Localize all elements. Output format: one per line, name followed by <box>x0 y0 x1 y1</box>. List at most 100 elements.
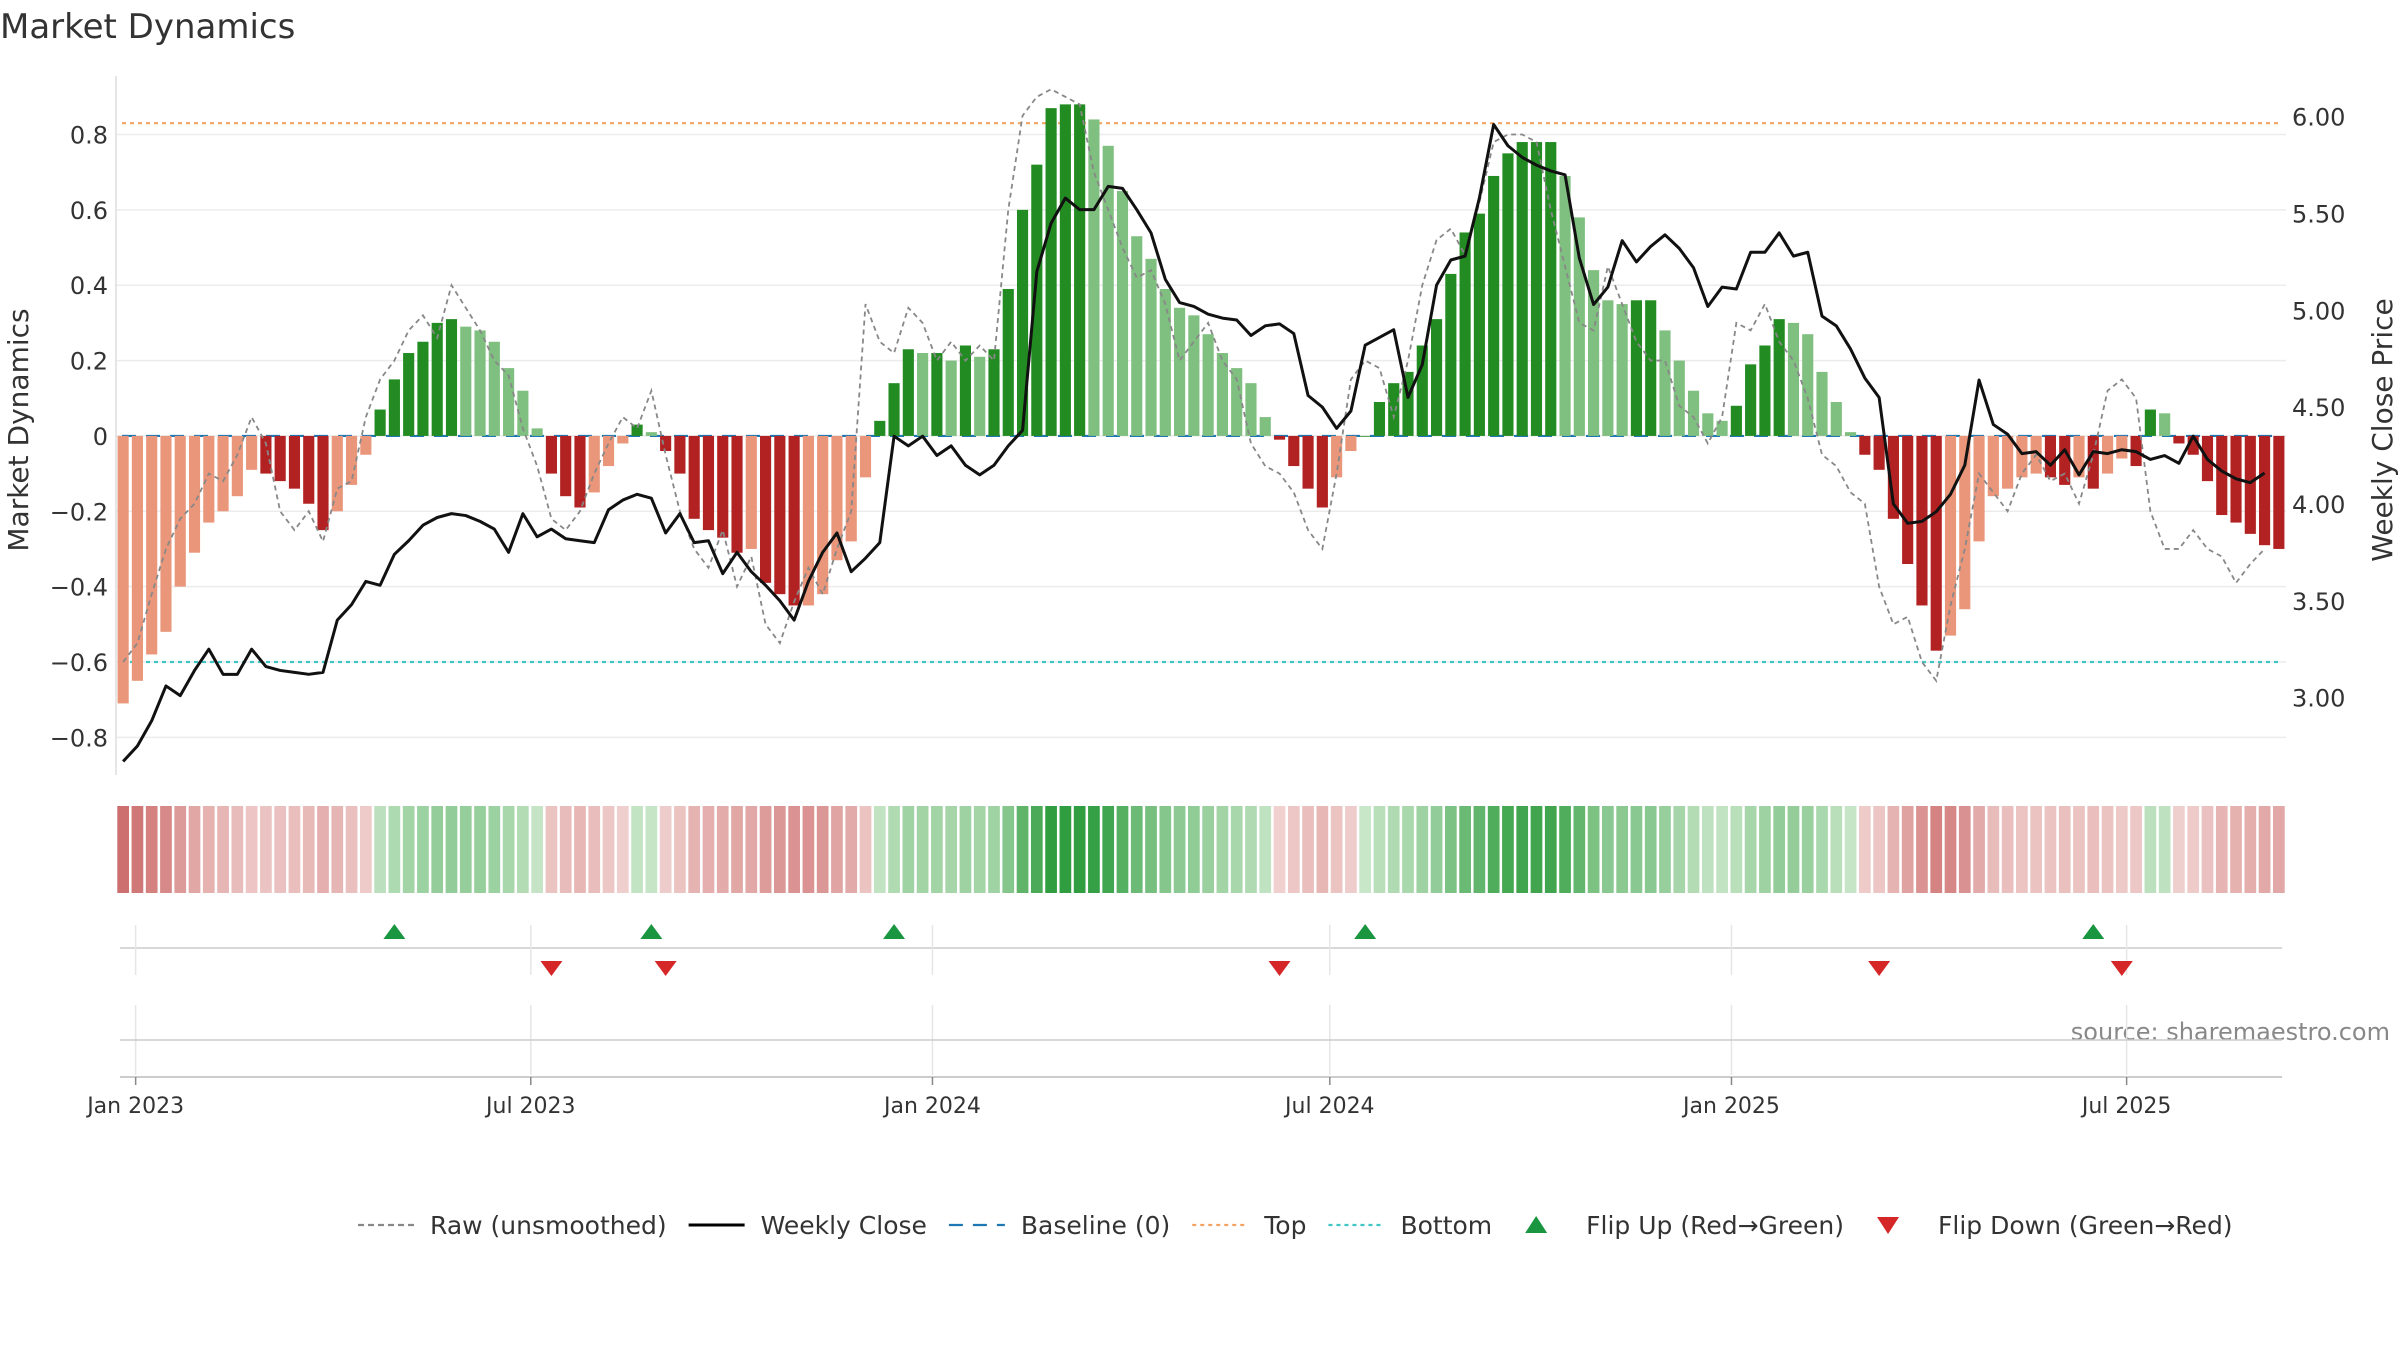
dynamics-bar <box>2159 413 2171 436</box>
dynamics-bar <box>645 432 657 436</box>
heat-cell <box>688 806 701 893</box>
heat-cell <box>1173 806 1186 893</box>
dynamics-bar <box>1845 432 1857 436</box>
heat-cell <box>759 806 772 893</box>
y-left-tick-label: 0.8 <box>70 122 108 150</box>
heat-cell <box>2044 806 2057 893</box>
dynamics-bar <box>831 435 843 561</box>
heat-cell <box>1444 806 1457 893</box>
heat-cell <box>631 806 643 893</box>
heat-cell <box>131 806 144 893</box>
dynamics-bar <box>2187 435 2199 455</box>
heat-cell <box>545 806 558 893</box>
dynamics-bar <box>2016 435 2028 478</box>
heat-cell <box>217 806 229 893</box>
flip-up-marker <box>640 924 663 939</box>
flip-up-marker <box>883 924 906 939</box>
heat-cell <box>1973 806 1985 893</box>
dynamics-bar <box>1830 402 1842 436</box>
dynamics-bar <box>345 435 358 485</box>
heat-cell <box>1573 806 1586 893</box>
dynamics-bar <box>2087 435 2099 489</box>
dynamics-bar <box>1516 142 1528 436</box>
dynamics-bar <box>274 435 286 482</box>
heat-cell <box>1916 806 1928 893</box>
heat-cell <box>1744 806 1757 893</box>
heat-cell <box>1701 806 1714 893</box>
heat-cell <box>1145 806 1157 893</box>
dynamics-bar <box>403 353 415 436</box>
heat-cell <box>388 806 401 893</box>
dynamics-bar <box>602 435 615 467</box>
dynamics-bar <box>2244 435 2256 534</box>
heat-cell <box>474 806 486 893</box>
heat-cell <box>2073 806 2085 893</box>
heat-cell <box>1987 806 2000 893</box>
dynamics-bar <box>1045 108 1057 436</box>
heat-cell <box>1901 806 1914 893</box>
heat-cell <box>1858 806 1871 893</box>
heat-cell <box>1559 806 1571 893</box>
dynamics-bar <box>1659 330 1671 436</box>
legend-swatch <box>1877 1217 1900 1234</box>
heat-cell <box>973 806 986 893</box>
heat-cell <box>1345 806 1357 893</box>
dynamics-bar <box>1859 435 1871 455</box>
heat-cell <box>2230 806 2242 893</box>
heat-cell <box>531 806 544 893</box>
dynamics-bar <box>2273 435 2285 549</box>
dynamics-bar <box>574 435 586 508</box>
heat-cell <box>1487 806 1500 893</box>
flip-down-marker <box>540 961 563 976</box>
dynamics-bar <box>1273 435 1286 440</box>
heat-cell <box>1759 806 1771 893</box>
dynamics-bar <box>2144 409 2156 436</box>
heat-cell <box>402 806 415 893</box>
heat-cell <box>988 806 1000 893</box>
heat-cell <box>245 806 258 893</box>
heat-cell <box>616 806 629 893</box>
dynamics-bar <box>1116 191 1129 436</box>
heat-cell <box>431 806 444 893</box>
heat-cell <box>2215 806 2228 893</box>
dynamics-bar <box>131 435 143 681</box>
dynamics-bar <box>888 383 900 436</box>
heat-cell <box>1644 806 1657 893</box>
heat-cell <box>1516 806 1529 893</box>
heat-cell <box>1544 806 1557 893</box>
dynamics-bar <box>1159 288 1171 436</box>
dynamics-bar <box>488 341 500 436</box>
dynamics-bar <box>1887 435 1899 519</box>
heat-cell <box>1059 806 1072 893</box>
heat-cell <box>2187 806 2200 893</box>
heat-cell <box>359 806 372 893</box>
legend-label: Baseline (0) <box>1021 1211 1170 1240</box>
heat-cell <box>945 806 958 893</box>
flip-down-marker <box>1268 961 1291 976</box>
dynamics-bar <box>1616 304 1628 436</box>
heat-cell <box>659 806 672 893</box>
heat-cell <box>1887 806 1900 893</box>
dynamics-bar <box>688 435 700 519</box>
dynamics-bar <box>560 435 572 497</box>
weekly-close-line <box>122 122 2266 763</box>
x-tick-label: Jan 2023 <box>85 1094 184 1119</box>
dynamics-bar <box>802 435 814 606</box>
heat-cell <box>1073 806 1086 893</box>
heat-cell <box>674 806 686 893</box>
dynamics-bar <box>788 435 800 606</box>
dynamics-bar <box>917 353 929 436</box>
heat-cell <box>1473 806 1486 893</box>
dynamics-bar <box>260 435 272 474</box>
heat-cell <box>1287 806 1300 893</box>
y-right-tick-label: 4.00 <box>2292 491 2345 519</box>
heat-cell <box>1616 806 1629 893</box>
dynamics-bar <box>1987 435 1999 497</box>
dynamics-bar <box>959 345 972 436</box>
dynamics-bar <box>1459 232 1471 436</box>
x-tick-label: Jul 2024 <box>1283 1094 1375 1119</box>
heat-cell <box>1773 806 1786 893</box>
x-axis: Jan 2023 Jul 2023 Jan 2024 Jul 2024 Jan 2025… <box>85 1077 2171 1119</box>
heat-cell <box>1230 806 1243 893</box>
dynamics-bar <box>303 435 315 504</box>
